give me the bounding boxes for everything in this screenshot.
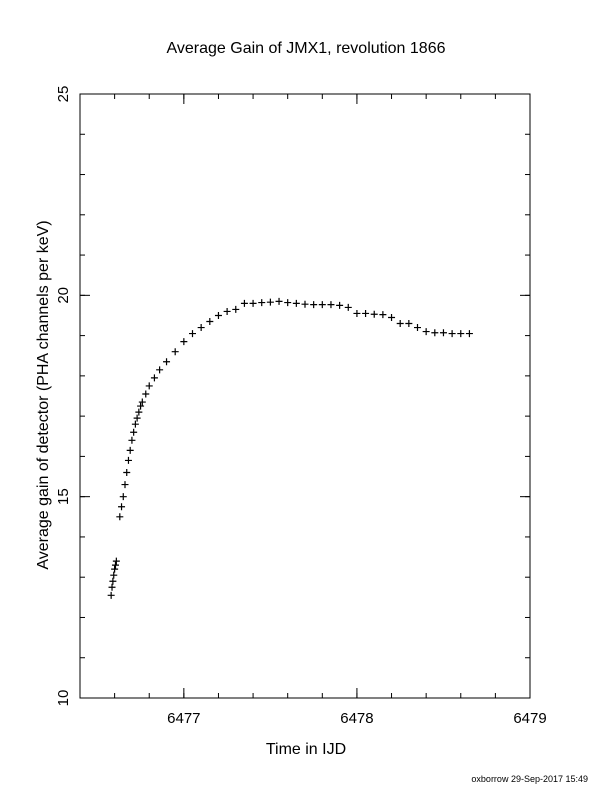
data-point [327, 301, 335, 309]
data-point [124, 456, 132, 464]
ticks: 6477 6478 6479 10 15 20 25 [55, 86, 547, 727]
data-point [189, 330, 196, 338]
x-tick-label: 6479 [513, 710, 546, 727]
data-point [112, 557, 120, 565]
data-point [133, 414, 141, 422]
data-point [405, 320, 413, 328]
data-point [310, 301, 318, 309]
data-point [206, 318, 214, 326]
data-point [126, 446, 134, 454]
data-point [145, 382, 153, 390]
data-point [258, 299, 266, 307]
data-point [292, 299, 300, 307]
data-point [142, 390, 150, 398]
data-point [108, 583, 116, 591]
data-point [266, 298, 274, 306]
x-axis-label: Time in IJD [266, 741, 346, 758]
y-tick-label: 25 [55, 86, 72, 103]
data-point [388, 313, 396, 321]
data-point [344, 303, 352, 311]
data-point [130, 428, 138, 436]
data-point [232, 305, 240, 313]
x-tick-label: 6478 [340, 710, 373, 727]
data-point [240, 299, 248, 307]
data-point [249, 299, 257, 307]
data-point [439, 329, 447, 337]
data-point [457, 330, 465, 338]
data-point [370, 310, 378, 318]
y-axis-label: Average gain of detector (PHA channels p… [35, 220, 52, 569]
data-point [110, 571, 118, 579]
data-point [171, 348, 179, 356]
data-point [150, 374, 158, 382]
y-tick-label: 10 [55, 690, 72, 707]
data-point [123, 469, 131, 477]
data-point [138, 398, 146, 406]
y-tick-label: 15 [55, 488, 72, 505]
data-point [156, 366, 164, 374]
data-point [128, 436, 136, 444]
data-point [422, 328, 430, 336]
data-point [111, 561, 119, 569]
y-tick-label: 20 [55, 287, 72, 304]
data-point [197, 324, 205, 332]
data-point [111, 565, 119, 573]
data-point [119, 493, 127, 501]
chart-title: Average Gain of JMX1, revolution 1866 [167, 40, 446, 57]
data-point [163, 358, 171, 366]
data-point [131, 420, 139, 428]
data-point [284, 299, 292, 307]
data-point [431, 329, 439, 337]
data-point [448, 330, 456, 338]
data-point [353, 309, 361, 317]
plot-frame [79, 93, 531, 699]
footer-timestamp: oxborrow 29-Sep-2017 15:49 [471, 774, 588, 784]
data-point [214, 311, 222, 319]
data-point [109, 577, 117, 585]
data-point [379, 311, 387, 319]
data-point [135, 408, 143, 416]
data-point [118, 503, 126, 511]
data-point [414, 324, 421, 332]
data-point [275, 297, 283, 305]
data-point [465, 330, 473, 338]
data-point [107, 591, 115, 599]
data-point [116, 513, 124, 521]
data-point [121, 481, 129, 489]
data-point [336, 301, 344, 309]
data-point [318, 301, 326, 309]
data-point [180, 338, 188, 346]
data-point [137, 402, 145, 410]
x-tick-label: 6477 [167, 710, 200, 727]
data-point [362, 309, 370, 317]
data-points [107, 297, 473, 599]
data-point [223, 307, 231, 315]
data-point [396, 320, 404, 328]
data-point [301, 300, 309, 308]
